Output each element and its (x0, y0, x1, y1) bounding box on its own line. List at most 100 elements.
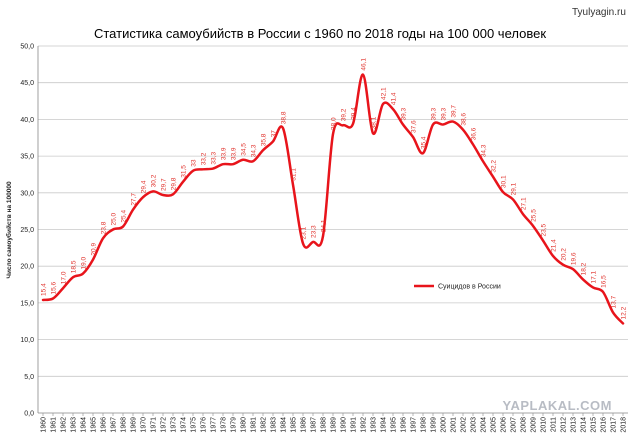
x-tick-label: 1999 (431, 417, 438, 433)
x-tick-label: 1961 (51, 417, 58, 433)
data-label: 18,2 (581, 262, 588, 275)
x-tick-label: 1998 (421, 417, 428, 433)
data-label: 39,7 (451, 105, 458, 118)
y-tick-label: 45,0 (20, 80, 34, 87)
data-label: 27,1 (521, 197, 528, 210)
x-tick-label: 1997 (411, 417, 418, 433)
data-label: 12,2 (621, 306, 628, 319)
data-label: 25,5 (531, 209, 538, 222)
x-tick-label: 2008 (521, 417, 528, 433)
y-tick-label: 35,0 (20, 154, 34, 161)
x-tick-label: 1972 (161, 417, 168, 433)
x-tick-label: 1986 (301, 417, 308, 433)
data-label: 33,9 (221, 147, 228, 160)
data-label: 39,4 (351, 107, 358, 120)
y-tick-label: 15,0 (20, 300, 34, 307)
x-tick-label: 1994 (381, 417, 388, 433)
x-tick-label: 2003 (471, 417, 478, 433)
x-tick-label: 1981 (251, 417, 258, 433)
x-tick-label: 2018 (621, 417, 628, 433)
data-label: 25,4 (121, 210, 128, 223)
x-tick-label: 2009 (531, 417, 538, 433)
data-label: 32,2 (491, 160, 498, 173)
x-tick-label: 2010 (541, 417, 548, 433)
y-tick-label: 0,0 (24, 411, 34, 418)
x-tick-label: 1973 (171, 417, 178, 433)
x-tick-label: 1969 (131, 417, 138, 433)
x-tick-label: 1987 (311, 417, 318, 433)
data-label: 17,0 (61, 271, 68, 284)
x-tick-label: 1965 (91, 417, 98, 433)
data-label: 19,6 (571, 252, 578, 265)
data-label: 41,4 (391, 92, 398, 105)
data-label: 23,3 (311, 225, 318, 238)
y-axis-ticks: 0,0 5,0 10,0 15,0 20,0 25,0 30,0 35,0 40,0 45,0 50… (20, 44, 34, 418)
data-label: 20,9 (91, 243, 98, 256)
x-tick-label: 1988 (321, 417, 328, 433)
gridlines (37, 45, 628, 414)
data-label: 38,6 (461, 113, 468, 126)
x-tick-label: 2014 (581, 417, 588, 433)
data-label: 17,1 (591, 270, 598, 283)
x-tick-label: 1990 (341, 417, 348, 433)
x-tick-label: 2007 (511, 417, 518, 433)
data-label: 23,1 (301, 226, 308, 239)
chart-title: Статистика самоубийств в России с 1960 п… (94, 26, 546, 41)
x-tick-label: 1996 (401, 417, 408, 433)
data-label: 34,3 (481, 144, 488, 157)
x-axis-ticks: 1960 1961 1962 1963 1964 1965 1966 1967 1968 1969… (41, 413, 628, 433)
data-label: 27,7 (131, 193, 138, 206)
data-label: 13,7 (611, 295, 618, 308)
data-label: 33,3 (211, 152, 218, 165)
data-label: 34,5 (241, 143, 248, 156)
x-tick-label: 1993 (371, 417, 378, 433)
x-tick-label: 2012 (561, 417, 568, 433)
y-tick-label: 10,0 (20, 337, 34, 344)
x-tick-label: 2000 (441, 417, 448, 433)
x-tick-label: 1978 (221, 417, 228, 433)
x-tick-label: 1995 (391, 417, 398, 433)
x-tick-label: 1975 (191, 417, 198, 433)
data-labels: 15,4 15,617,018,5 19,020,9 23,825,0 25,427,7… (41, 58, 628, 320)
data-label: 15,4 (41, 283, 48, 296)
series-line (41, 73, 625, 325)
data-label: 35,4 (421, 136, 428, 149)
x-tick-label: 1992 (361, 417, 368, 433)
legend: Суицидов в России (414, 284, 501, 291)
site-brand: Tyulyagin.ru (572, 7, 626, 18)
x-tick-label: 1963 (71, 417, 78, 433)
data-label: 25,0 (111, 212, 118, 225)
data-label: 37 (271, 130, 278, 138)
data-label: 31,1 (291, 168, 298, 181)
x-tick-label: 2001 (451, 417, 458, 433)
data-label: 24,1 (321, 219, 328, 232)
data-label: 46,1 (361, 58, 368, 71)
x-tick-label: 1967 (111, 417, 118, 433)
data-label: 23,5 (541, 223, 548, 236)
data-label: 30,2 (151, 174, 158, 187)
x-tick-label: 2017 (611, 417, 618, 433)
data-label: 18,5 (71, 260, 78, 273)
x-tick-label: 1966 (101, 417, 108, 433)
data-label: 15,6 (51, 281, 58, 294)
x-tick-label: 1979 (231, 417, 238, 433)
data-label: 38,1 (371, 116, 378, 129)
x-tick-label: 2011 (551, 417, 558, 432)
y-tick-label: 50,0 (20, 44, 34, 51)
x-tick-label: 1970 (141, 417, 148, 433)
y-tick-label: 30,0 (20, 190, 34, 197)
x-tick-label: 2016 (601, 417, 608, 433)
data-label: 38,0 (331, 117, 338, 130)
data-label: 29,1 (511, 182, 518, 195)
x-tick-label: 1991 (351, 417, 358, 433)
data-label: 33 (191, 159, 198, 167)
legend-label: Суицидов в России (438, 284, 501, 291)
data-label: 38,8 (281, 111, 288, 124)
x-tick-label: 1984 (281, 417, 288, 433)
y-tick-label: 40,0 (20, 117, 34, 124)
data-label: 29,7 (161, 178, 168, 191)
data-label: 39,2 (341, 108, 348, 121)
x-tick-label: 2013 (571, 417, 578, 433)
x-tick-label: 1983 (271, 417, 278, 433)
